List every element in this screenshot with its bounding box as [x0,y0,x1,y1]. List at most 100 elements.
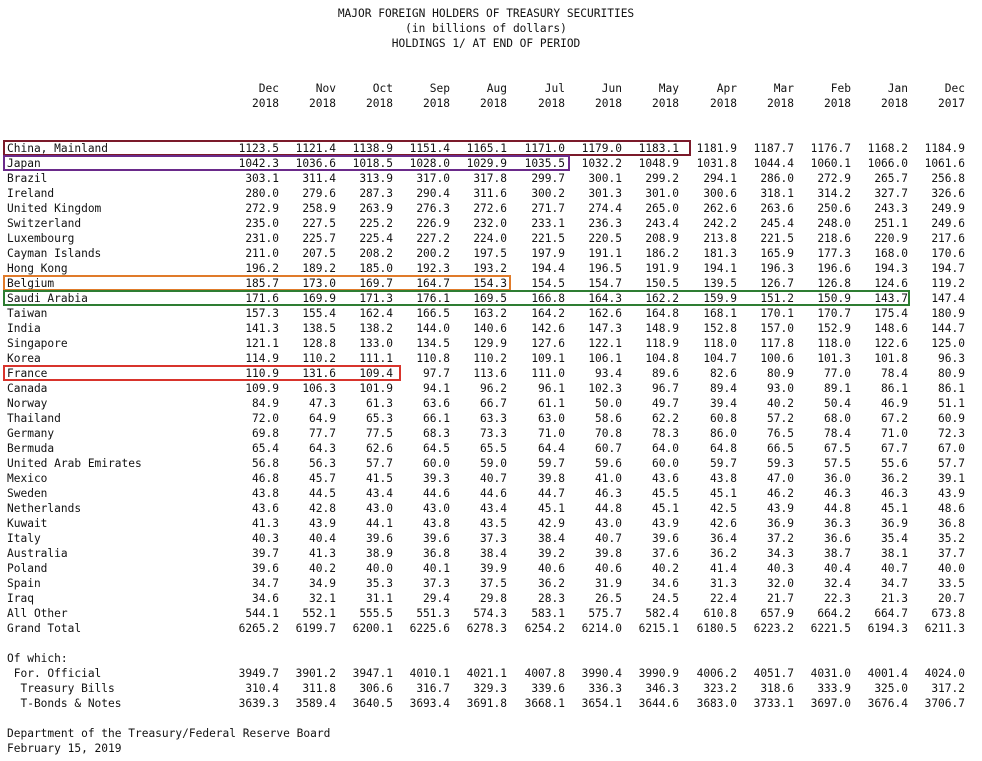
table-cell: 44.1 [366,517,393,530]
table-cell: 67.2 [881,412,908,425]
column-header-year: 2017 [938,97,965,110]
table-cell: 317.0 [416,172,450,185]
table-cell: 29.8 [480,592,507,605]
table-cell: 225.2 [359,217,393,230]
table-cell: 192.3 [416,262,450,275]
table-cell: 265.7 [874,172,908,185]
table-cell: 555.5 [359,607,393,620]
table-cell: 1028.0 [409,157,450,170]
table-cell: 40.0 [938,562,965,575]
table-cell: 3640.5 [352,697,393,710]
table-cell: 1171.0 [524,142,565,155]
table-row: Germany 69.8 77.7 77.5 68.3 73.3 71.0 70.8 78.3 8… [0,426,982,441]
table-cell: 59.3 [767,457,794,470]
table-cell: 326.6 [931,187,965,200]
column-header-year: 2018 [252,97,279,110]
table-row: Singapore 121.1 128.8 133.0 134.5 129.9 127.6 1… [0,336,982,351]
column-header-year: 2018 [767,97,794,110]
table-cell: 49.7 [652,397,679,410]
table-cell: 96.2 [480,382,507,395]
table-cell: 44.5 [309,487,336,500]
table-cell: 122.1 [588,337,622,350]
table-cell: 280.0 [245,187,279,200]
table-cell: 104.8 [645,352,679,365]
row-label: Iraq [7,592,34,605]
table-cell: 62.6 [366,442,393,455]
table-cell: 138.5 [302,322,336,335]
table-cell: 61.1 [538,397,565,410]
table-cell: 610.8 [703,607,737,620]
table-cell: 57.7 [366,457,393,470]
table-cell: 1179.0 [581,142,622,155]
table-cell: 67.0 [938,442,965,455]
footer-date: February 15, 2019 [7,742,122,755]
table-cell: 162.4 [359,307,393,320]
table-cell: 1035.5 [524,157,565,170]
table-cell: 64.9 [309,412,336,425]
table-cell: 171.6 [245,292,279,305]
table-cell: 6199.7 [295,622,336,635]
table-cell: 4031.0 [810,667,851,680]
table-cell: 6215.1 [638,622,679,635]
table-cell: 63.0 [538,412,565,425]
table-cell: 26.5 [595,592,622,605]
table-row: Ireland 280.0 279.6 287.3 290.4 311.6 300.2 301… [0,186,982,201]
table-cell: 251.1 [874,217,908,230]
table-cell: 39.3 [423,472,450,485]
table-cell: 1183.1 [638,142,679,155]
table-row: For. Official 3949.7 3901.2 3947.1 4010.1 402… [0,666,982,681]
table-cell: 154.3 [473,277,507,290]
table-cell: 96.3 [938,352,965,365]
row-label: India [7,322,41,335]
table-cell: 249.9 [931,202,965,215]
table-cell: 43.0 [423,502,450,515]
table-cell: 39.2 [538,547,565,560]
table-cell: 180.9 [931,307,965,320]
table-row: Grand Total 6265.2 6199.7 6200.1 6225.6 6278.… [0,621,982,636]
table-cell: 71.0 [538,427,565,440]
table-cell: 101.8 [874,352,908,365]
table-cell: 43.6 [652,472,679,485]
table-cell: 45.1 [710,487,737,500]
table-cell: 287.3 [359,187,393,200]
row-label: Hong Kong [7,262,68,275]
table-cell: 118.9 [645,337,679,350]
table-cell: 294.1 [703,172,737,185]
table-cell: 121.1 [245,337,279,350]
table-cell: 225.7 [302,232,336,245]
table-cell: 86.0 [710,427,737,440]
table-cell: 68.0 [824,412,851,425]
column-header-year: 2018 [824,97,851,110]
table-cell: 171.3 [359,292,393,305]
table-cell: 64.4 [538,442,565,455]
table-cell: 43.5 [480,517,507,530]
table-row: Luxembourg 231.0 225.7 225.4 227.2 224.0 221.5… [0,231,982,246]
row-label: Switzerland [7,217,82,230]
table-cell: 37.5 [480,577,507,590]
table-cell: 159.9 [703,292,737,305]
table-cell: 36.3 [824,517,851,530]
table-cell: 139.5 [703,277,737,290]
table-cell: 40.4 [824,562,851,575]
table-cell: 20.7 [938,592,965,605]
table-cell: 55.6 [881,457,908,470]
table-cell: 236.3 [588,217,622,230]
of-which-row: Of which: [0,651,982,666]
table-cell: 44.8 [595,502,622,515]
table-cell: 169.7 [359,277,393,290]
table-cell: 40.2 [652,562,679,575]
table-cell: 40.0 [366,562,393,575]
table-cell: 59.7 [538,457,565,470]
table-cell: 186.2 [645,247,679,260]
table-row: Saudi Arabia 171.6 169.9 171.3 176.1 169.5 166… [0,291,982,306]
table-cell: 31.9 [595,577,622,590]
table-cell: 47.0 [767,472,794,485]
table-cell: 232.0 [473,217,507,230]
table-cell: 276.3 [416,202,450,215]
table-cell: 34.9 [309,577,336,590]
column-header-month: Nov [315,82,336,95]
column-header-month: Jun [601,82,622,95]
table-cell: 1138.9 [352,142,393,155]
table-cell: 77.0 [824,367,851,380]
table-cell: 43.9 [309,517,336,530]
